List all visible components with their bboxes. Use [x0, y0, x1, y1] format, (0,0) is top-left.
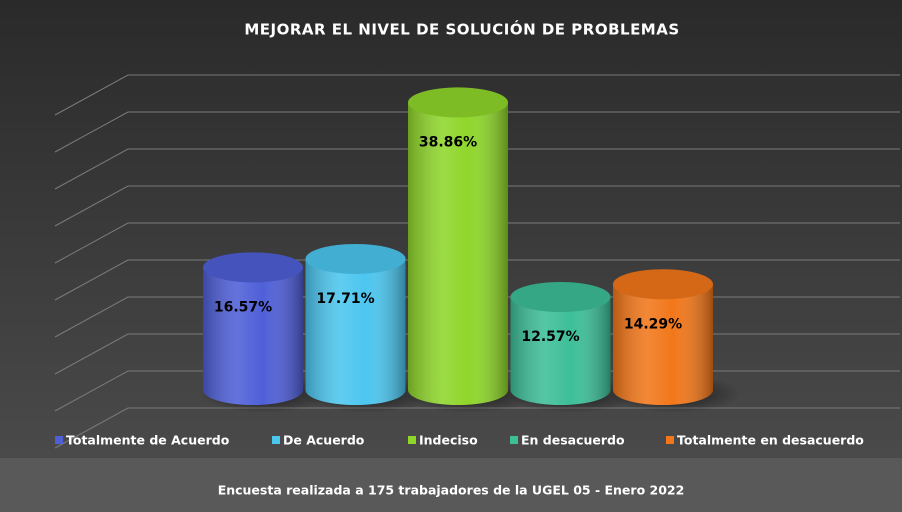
grid-line [54, 185, 900, 227]
legend-label: En desacuerdo [521, 433, 625, 448]
bar-top [408, 87, 508, 118]
bar-shading [305, 258, 406, 406]
legend: Totalmente de Acuerdo De Acuerdo Indeciso E… [55, 433, 864, 448]
legend-label: Totalmente en desacuerdo [677, 433, 864, 448]
bar-shading [408, 102, 508, 405]
bar-top-shade [613, 269, 713, 300]
grid-line [54, 222, 900, 264]
legend-swatch [510, 436, 518, 444]
grid-line [54, 111, 900, 153]
value-label: 17.71% [316, 291, 374, 307]
footer-band [0, 458, 902, 512]
grid-line [54, 259, 900, 301]
legend-label: Indeciso [419, 433, 478, 448]
legend-swatch [666, 436, 674, 444]
bar-shading [613, 284, 713, 405]
bar-top-shade [408, 87, 508, 118]
chart-title: MEJORAR EL NIVEL DE SOLUCIÓN DE PROBLEMA… [244, 20, 679, 39]
legend-swatch [55, 436, 63, 444]
bar-top-shade [510, 281, 611, 312]
bar-shading [203, 267, 303, 405]
grid-line [54, 74, 900, 116]
value-label: 38.86% [419, 134, 477, 150]
bar-top [510, 281, 611, 312]
legend-swatch [272, 436, 280, 444]
footer-text: Encuesta realizada a 175 trabajadores de… [218, 483, 685, 498]
bar-shading [510, 296, 611, 406]
bars: 16.57% 17.71% 38.86% 12.57% 14.29% [199, 87, 741, 413]
bar-top [613, 269, 713, 300]
legend-label: De Acuerdo [283, 433, 365, 448]
bar-top [305, 243, 406, 274]
bar-top [203, 252, 303, 283]
value-label: 16.57% [214, 299, 272, 315]
bar-top-shade [305, 243, 406, 274]
grid-line [54, 148, 900, 190]
bar-top-shade [203, 252, 303, 283]
value-label: 14.29% [624, 316, 682, 332]
legend-label: Totalmente de Acuerdo [66, 433, 230, 448]
value-label: 12.57% [521, 329, 579, 345]
legend-swatch [408, 436, 416, 444]
